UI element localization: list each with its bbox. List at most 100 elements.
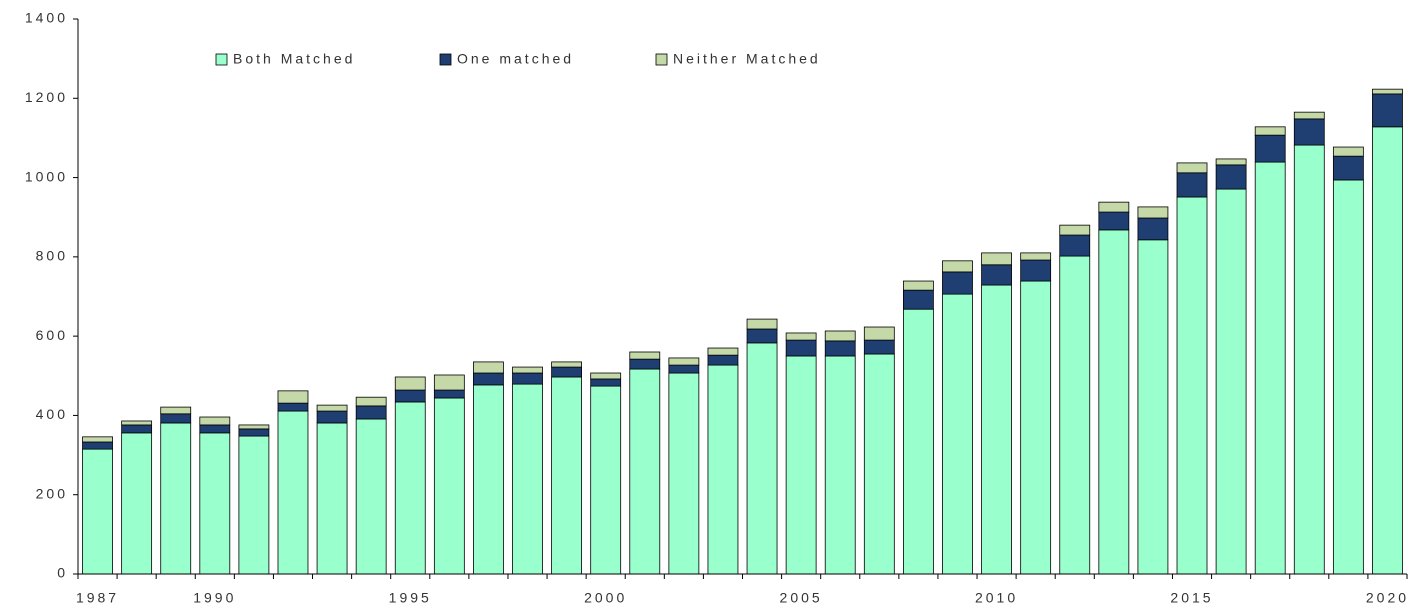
- legend-swatch: [215, 53, 228, 66]
- bar-segment: [512, 372, 543, 385]
- bar-segment: [981, 284, 1012, 575]
- bar-segment: [121, 424, 153, 434]
- bar-segment: [1137, 206, 1169, 219]
- y-tick-label: 400: [36, 406, 68, 422]
- bar-segment: [551, 366, 583, 378]
- bar-segment: [1020, 259, 1052, 282]
- y-tick-label: 1200: [25, 89, 68, 105]
- bar-segment: [1059, 234, 1091, 257]
- bar-segment: [746, 342, 778, 575]
- x-tick-label: 1995: [389, 590, 432, 605]
- bar-segment: [863, 339, 895, 355]
- x-tick-label: 1987: [76, 590, 119, 605]
- bar-segment: [316, 422, 348, 575]
- bar-segment: [785, 339, 817, 357]
- legend-swatch: [439, 53, 452, 66]
- bar-segment: [160, 422, 192, 575]
- bar-segment: [433, 389, 465, 399]
- bar-segment: [551, 361, 583, 368]
- bar-segment: [1372, 93, 1403, 128]
- bar-segment: [82, 448, 113, 575]
- bar-segment: [394, 376, 426, 391]
- bar-segment: [160, 406, 192, 415]
- bar-segment: [863, 353, 895, 575]
- legend-swatch: [655, 53, 668, 66]
- bar-segment: [316, 404, 348, 412]
- bar-segment: [355, 418, 387, 575]
- bar-segment: [551, 376, 583, 575]
- bar-segment: [785, 355, 817, 575]
- bar-segment: [1020, 280, 1052, 575]
- bar-segment: [902, 289, 934, 310]
- bar-segment: [785, 332, 817, 341]
- bar-segment: [1137, 239, 1169, 575]
- bar-segment: [1059, 255, 1091, 575]
- y-tick-label: 1000: [25, 168, 68, 184]
- bar-segment: [238, 435, 270, 575]
- bar-segment: [1254, 161, 1286, 575]
- bar-segment: [1137, 217, 1169, 241]
- bar-segment: [1332, 155, 1364, 181]
- bar-segment: [1372, 88, 1403, 95]
- bar-segment: [121, 432, 153, 575]
- bar-segment: [981, 264, 1012, 286]
- bar-segment: [942, 293, 973, 575]
- bar-segment: [746, 328, 778, 344]
- bar-segment: [1059, 224, 1091, 236]
- bar-segment: [824, 330, 856, 342]
- bar-segment: [629, 368, 661, 575]
- bar-segment: [668, 357, 700, 366]
- bar-segment: [277, 402, 309, 412]
- bar-segment: [1293, 111, 1325, 120]
- bar-segment: [1332, 179, 1364, 575]
- bar-segment: [1215, 164, 1247, 190]
- bar-segment: [1215, 188, 1247, 575]
- bar-segment: [82, 436, 113, 443]
- bar-segment: [277, 410, 309, 575]
- bar-segment: [394, 389, 426, 403]
- bar-segment: [824, 355, 856, 575]
- y-tick-label: 200: [36, 485, 68, 501]
- bar-segment: [473, 372, 504, 386]
- bar-segment: [433, 397, 465, 575]
- bar-segment: [316, 410, 348, 424]
- bar-segment: [160, 413, 192, 424]
- bar-segment: [981, 252, 1012, 266]
- bar-segment: [238, 424, 270, 430]
- bar-segment: [942, 260, 973, 273]
- bar-segment: [1332, 146, 1364, 157]
- bar-segment: [355, 405, 387, 420]
- bar-segment: [707, 364, 739, 575]
- legend-label: Neither Matched: [673, 51, 821, 67]
- bar-segment: [1372, 126, 1403, 575]
- bar-segment: [199, 424, 231, 434]
- y-tick-label: 800: [36, 248, 68, 264]
- bar-segment: [394, 401, 426, 575]
- bar-segment: [1254, 126, 1286, 136]
- bar-segment: [1293, 144, 1325, 575]
- x-tick-label: 1990: [193, 590, 236, 605]
- bar-segment: [668, 364, 700, 374]
- bar-segment: [199, 432, 231, 575]
- bar-segment: [238, 428, 270, 437]
- y-tick-label: 0: [57, 565, 68, 581]
- bar-segment: [707, 354, 739, 366]
- bar-segment: [824, 340, 856, 357]
- bar-segment: [942, 271, 973, 295]
- y-tick-label: 1400: [25, 10, 68, 26]
- bar-segment: [1098, 211, 1130, 231]
- bar-segment: [512, 383, 543, 575]
- bar-segment: [1020, 252, 1052, 261]
- x-tick-label: 2015: [1170, 590, 1213, 605]
- bar-segment: [433, 374, 465, 391]
- bar-segment: [902, 280, 934, 291]
- bar-segment: [902, 308, 934, 575]
- legend-label: One matched: [457, 51, 574, 67]
- bar-segment: [1254, 134, 1286, 163]
- bar-segment: [1176, 172, 1208, 198]
- x-tick-label: 2010: [975, 590, 1018, 605]
- bar-segment: [473, 361, 504, 374]
- bar-segment: [1215, 158, 1247, 166]
- bar-segment: [512, 366, 543, 374]
- x-tick-label: 2005: [780, 590, 823, 605]
